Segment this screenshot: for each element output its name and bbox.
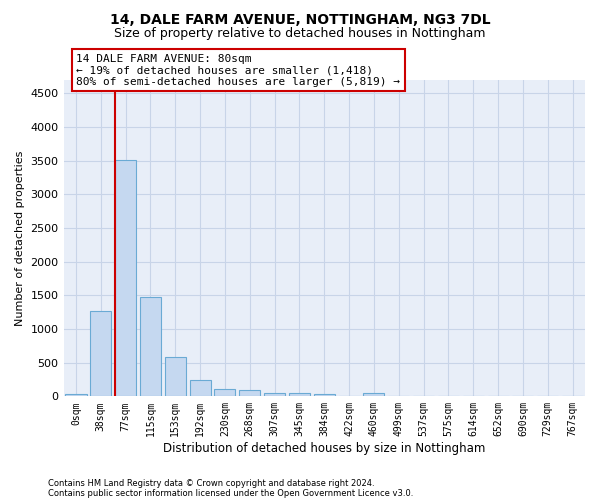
Bar: [239, 390, 260, 396]
Bar: [65, 394, 86, 396]
Bar: [115, 160, 136, 396]
Bar: [364, 392, 385, 396]
Bar: [314, 394, 335, 396]
Bar: [190, 380, 211, 396]
Y-axis label: Number of detached properties: Number of detached properties: [15, 150, 25, 326]
Bar: [140, 296, 161, 396]
Bar: [165, 358, 186, 397]
Text: Contains public sector information licensed under the Open Government Licence v3: Contains public sector information licen…: [48, 488, 413, 498]
Text: Contains HM Land Registry data © Crown copyright and database right 2024.: Contains HM Land Registry data © Crown c…: [48, 478, 374, 488]
Bar: [214, 388, 235, 396]
Text: 14, DALE FARM AVENUE, NOTTINGHAM, NG3 7DL: 14, DALE FARM AVENUE, NOTTINGHAM, NG3 7D…: [110, 12, 490, 26]
X-axis label: Distribution of detached houses by size in Nottingham: Distribution of detached houses by size …: [163, 442, 485, 455]
Text: 14 DALE FARM AVENUE: 80sqm
← 19% of detached houses are smaller (1,418)
80% of s: 14 DALE FARM AVENUE: 80sqm ← 19% of deta…: [76, 54, 400, 86]
Text: Size of property relative to detached houses in Nottingham: Size of property relative to detached ho…: [114, 28, 486, 40]
Bar: [90, 311, 112, 396]
Bar: [264, 392, 285, 396]
Bar: [289, 394, 310, 396]
